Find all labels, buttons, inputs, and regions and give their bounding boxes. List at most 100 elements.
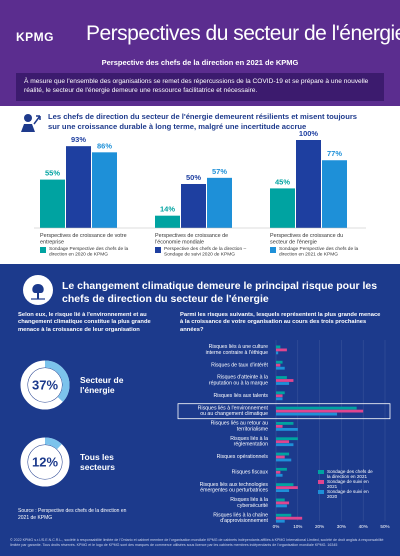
value-label: 45% xyxy=(275,177,290,186)
legend-swatch xyxy=(318,470,324,474)
legend-label: Perspective des chefs de la direction – S… xyxy=(164,246,246,258)
category-label: Risques de taux d'intérêt xyxy=(211,363,268,369)
section-1-icon xyxy=(21,114,41,132)
bar xyxy=(276,397,283,401)
category-label: Risques liés à une culture interne contra… xyxy=(206,344,269,356)
category-label: Risques liés à l'environnement ou au chan… xyxy=(198,406,269,418)
category-label: Risques liés aux talents xyxy=(214,393,269,399)
donut-value: 37% xyxy=(32,377,58,392)
x-tick-label: 20% xyxy=(315,524,324,529)
bar xyxy=(276,382,290,385)
bar xyxy=(276,360,283,364)
source: Source : Perspective des chefs de la dir… xyxy=(18,508,127,521)
category-label: Risques opérationnels xyxy=(217,454,269,460)
section-2-heading: Le changement climatique demeure le prin… xyxy=(62,280,378,305)
bar xyxy=(276,473,283,477)
legend-swatch xyxy=(270,247,276,253)
x-tick-label: 50% xyxy=(380,524,389,529)
bar xyxy=(276,376,287,379)
footer: © 2022 KPMG s.r.l./S.E.N.C.R.L., société… xyxy=(10,538,384,547)
donut-label: Tous les secteurs xyxy=(80,452,115,472)
value-label: 86% xyxy=(97,141,112,150)
intro-box xyxy=(16,73,384,101)
category-label: Risques d'atteinte à la réputation ou à l… xyxy=(209,375,268,387)
bar xyxy=(276,379,294,382)
bar xyxy=(296,140,321,228)
donut-label: Secteur de l'énergie xyxy=(80,375,124,395)
logo: KPMG xyxy=(16,30,54,44)
bar xyxy=(276,412,338,416)
category-label: Risques fiscaux xyxy=(232,470,269,476)
bar xyxy=(276,428,298,431)
section-2-icon xyxy=(23,275,53,305)
donut-value: 12% xyxy=(32,454,58,469)
donut-center xyxy=(28,445,62,479)
bar xyxy=(276,513,292,517)
category-label: Perspectives de croissance de votre entre… xyxy=(40,233,127,246)
bar xyxy=(276,455,285,459)
legend-swatch xyxy=(318,490,324,494)
bar xyxy=(276,504,287,508)
bar xyxy=(322,160,347,228)
donut-arc xyxy=(20,437,70,487)
page-title: Perspectives du secteur de l'énergie xyxy=(86,22,400,45)
legend-swatch xyxy=(155,247,161,253)
value-label: 57% xyxy=(212,167,227,176)
bar xyxy=(276,467,287,471)
bar xyxy=(66,146,91,228)
category-label: Perspectives de croissance de l'économie … xyxy=(155,233,228,246)
category-label: Risques liés aux technologies émergentes … xyxy=(200,482,269,494)
bar xyxy=(40,179,65,228)
x-tick-label: 10% xyxy=(293,524,302,529)
bar xyxy=(276,391,285,395)
value-label: 93% xyxy=(71,135,86,144)
legend-label: Sondage Perspective des chefs de la direc… xyxy=(49,246,129,258)
value-label: 100% xyxy=(299,129,319,138)
x-tick-label: 30% xyxy=(337,524,346,529)
donut-center xyxy=(28,368,62,402)
legend-label: Sondage Perspective des chefs de la direc… xyxy=(279,246,359,258)
intro-text: À mesure que l'ensemble des organisation… xyxy=(24,78,369,94)
bar xyxy=(276,351,279,355)
right-text: Parmi les risques suivants, lesquels rep… xyxy=(180,312,381,333)
donut-arc xyxy=(20,360,70,410)
bar xyxy=(276,345,281,349)
section-1-heading: Les chefs de direction du secteur de l'é… xyxy=(48,112,358,131)
bar xyxy=(276,394,283,398)
bar xyxy=(276,440,290,444)
bar xyxy=(276,498,285,502)
value-label: 14% xyxy=(160,205,175,214)
bar xyxy=(207,177,232,228)
bar xyxy=(276,425,283,428)
bar xyxy=(276,366,285,370)
bar xyxy=(276,437,298,441)
bar xyxy=(270,188,295,228)
bar xyxy=(155,215,180,228)
legend-swatch xyxy=(40,247,46,253)
x-tick-label: 40% xyxy=(359,524,368,529)
bar xyxy=(276,348,287,352)
bar xyxy=(276,516,303,520)
highlight-box xyxy=(177,403,391,420)
legend-label: Sondage de suivi en 2021 xyxy=(327,479,369,489)
subtitle: Perspective des chefs de la direction en… xyxy=(101,58,299,67)
bar xyxy=(276,443,294,447)
bar xyxy=(276,409,364,413)
category-label: Risques liés à la cybersécurité xyxy=(230,497,268,509)
bar xyxy=(92,152,117,228)
value-label: 55% xyxy=(45,169,60,178)
bar xyxy=(276,422,294,425)
left-text: Selon eux, le risque lié à l'environneme… xyxy=(18,312,151,333)
bar xyxy=(276,489,290,492)
bar xyxy=(276,501,290,505)
value-label: 77% xyxy=(327,149,342,158)
bar xyxy=(276,363,281,367)
value-label: 50% xyxy=(186,173,201,182)
bar xyxy=(276,406,357,410)
legend-swatch xyxy=(318,480,324,484)
category-label: Perspectives de croissance du secteur de … xyxy=(270,233,343,246)
legend-label: Sondage des chefs de la direction en 2021 xyxy=(327,469,373,479)
bar xyxy=(276,458,292,462)
category-label: Risques liés à la chaîne d'approvisionnem… xyxy=(213,513,268,525)
